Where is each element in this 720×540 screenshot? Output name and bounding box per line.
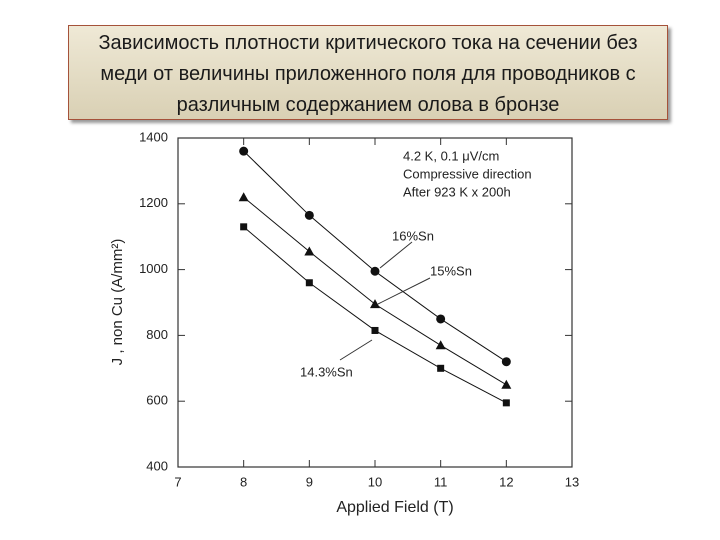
series-label: 14.3%Sn	[300, 364, 353, 379]
x-tick-label: 8	[240, 474, 247, 489]
y-tick-label: 1200	[139, 195, 168, 210]
series-label: 15%Sn	[430, 263, 472, 278]
x-tick-label: 10	[368, 474, 382, 489]
annotation: Compressive direction	[403, 166, 532, 181]
x-tick-label: 11	[434, 474, 448, 489]
x-axis-label: Applied Field (T)	[336, 499, 453, 516]
data-point	[501, 357, 511, 367]
series-label: 16%Sn	[392, 228, 434, 243]
annotation: 4.2 K, 0.1 μV/cm	[403, 148, 499, 163]
data-point	[437, 364, 445, 372]
x-tick-label: 13	[565, 474, 579, 489]
y-tick-label: 1000	[139, 261, 168, 276]
y-tick-label: 1400	[139, 129, 168, 144]
data-point	[304, 246, 315, 256]
data-point	[240, 223, 248, 231]
data-point	[371, 326, 379, 334]
series-line	[243, 196, 507, 386]
data-point	[501, 379, 512, 389]
y-tick-label: 600	[146, 393, 168, 408]
data-point	[370, 299, 380, 309]
data-point	[370, 266, 380, 276]
series-line	[243, 226, 507, 404]
data-point	[305, 279, 313, 287]
title-box: Зависимость плотности критического тока …	[68, 25, 668, 120]
label-leader	[377, 277, 431, 305]
y-axis-label: J , non Cu (A/mm²)	[109, 239, 126, 366]
data-point	[435, 340, 446, 350]
y-tick-label: 400	[146, 458, 168, 473]
annotation: After 923 K x 200h	[403, 184, 511, 199]
x-tick-label: 12	[499, 474, 513, 489]
x-tick-label: 7	[174, 474, 181, 489]
x-tick-label: 9	[306, 474, 313, 489]
data-point	[304, 210, 314, 220]
data-point	[436, 314, 446, 324]
label-leader	[339, 339, 373, 361]
data-point	[238, 192, 249, 202]
label-leader	[379, 241, 413, 269]
data-point	[502, 399, 510, 407]
y-tick-label: 800	[146, 327, 168, 342]
data-point	[239, 146, 249, 156]
